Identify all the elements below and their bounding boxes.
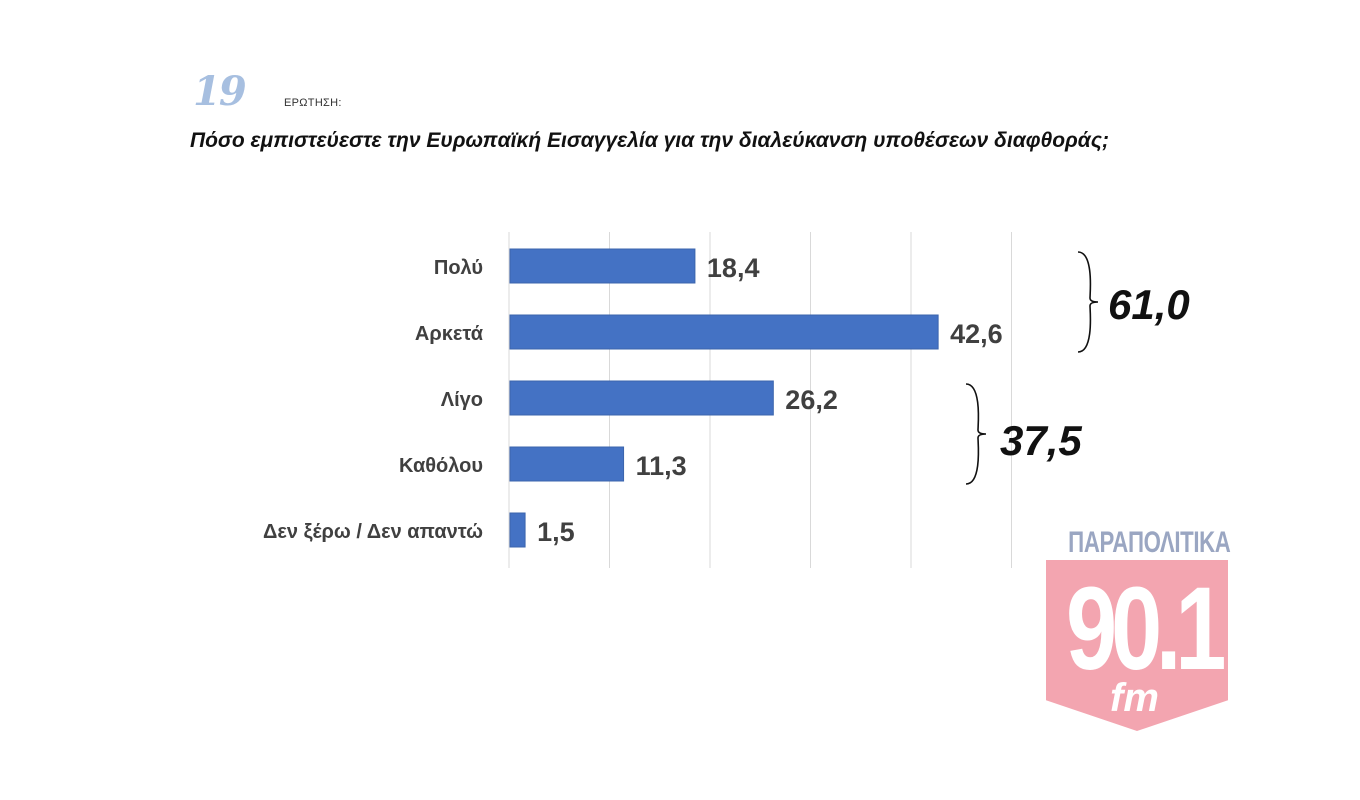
- bar: [509, 446, 625, 482]
- value-label: 26,2: [785, 385, 838, 415]
- bar: [509, 248, 696, 284]
- value-label: 42,6: [950, 319, 1003, 349]
- logo-name: ΠΑΡΑΠΟΛΙΤΙΚΑ: [1068, 526, 1231, 559]
- value-label: 1,5: [537, 517, 575, 547]
- question-number: 19: [193, 68, 247, 115]
- question-text: Πόσο εμπιστεύεστε την Ευρωπαϊκή Εισαγγελ…: [190, 129, 1109, 152]
- group-brace: [1077, 251, 1099, 353]
- logo-band: fm: [1110, 676, 1159, 720]
- bar: [509, 380, 774, 416]
- value-label: 11,3: [636, 451, 687, 481]
- question-label: ΕΡΩΤΗΣΗ:: [284, 97, 342, 109]
- category-label: Καθόλου: [399, 455, 483, 477]
- group-total-low: 37,5: [1000, 417, 1082, 464]
- logo-badge: 90.1 fm: [1046, 560, 1228, 731]
- category-label: Δεν ξέρω / Δεν απαντώ: [263, 521, 483, 543]
- group-total-high: 61,0: [1108, 281, 1190, 328]
- category-label: Πολύ: [434, 257, 483, 279]
- value-label: 18,4: [707, 253, 760, 283]
- group-brace: [965, 383, 987, 485]
- station-logo: ΠΑΡΑΠΟΛΙΤΙΚΑ 90.1 fm: [1044, 526, 1231, 731]
- category-label: Αρκετά: [415, 323, 484, 345]
- category-label: Λίγο: [441, 389, 483, 411]
- bar: [509, 314, 939, 350]
- bar: [509, 512, 526, 548]
- logo-frequency: 90.1: [1066, 563, 1226, 695]
